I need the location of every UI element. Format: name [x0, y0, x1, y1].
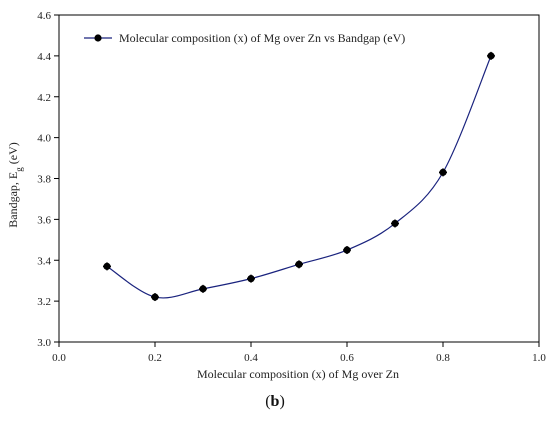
- plot-frame: [58, 14, 540, 343]
- legend: Molecular composition (x) of Mg over Zn …: [84, 31, 405, 45]
- y-tick-label: 3.6: [37, 214, 51, 226]
- y-tick-label: 3.4: [37, 255, 51, 267]
- y-tick-label: 4.0: [37, 133, 51, 145]
- x-tick-label: 0.0: [52, 352, 66, 364]
- y-axis-ticks: 3.0 3.2 3.4 3.6 3.8 4.0 4.2 4.4 4.6: [37, 10, 59, 349]
- plot-border: [58, 14, 540, 343]
- x-axis-title: Molecular composition (x) of Mg over Zn: [197, 367, 399, 381]
- x-tick-label: 0.4: [244, 352, 258, 364]
- x-axis-ticks: 0.0 0.2 0.4 0.6 0.8 1.0: [52, 342, 546, 364]
- y-tick-label: 3.8: [37, 174, 51, 186]
- y-axis-title-subscript: g: [14, 167, 24, 172]
- x-tick-label: 0.6: [340, 352, 354, 364]
- y-tick-label: 3.2: [37, 296, 51, 308]
- y-axis-title: Bandgap, Eg (eV): [6, 142, 24, 227]
- caption-open-paren: (: [265, 393, 271, 410]
- x-tick-label: 0.8: [436, 352, 450, 364]
- y-tick-label: 4.2: [37, 92, 51, 104]
- y-axis-title-unit: (eV): [6, 142, 20, 167]
- legend-marker: [94, 34, 102, 42]
- y-tick-label: 4.4: [37, 51, 51, 63]
- caption-close-paren: ): [279, 393, 285, 410]
- y-axis-title-main: Bandgap, E: [6, 172, 20, 228]
- caption-letter: b: [270, 393, 280, 410]
- series-layer: [103, 51, 495, 302]
- x-tick-label: 1.0: [532, 352, 546, 364]
- legend-label: Molecular composition (x) of Mg over Zn …: [119, 31, 405, 45]
- x-tick-label: 0.2: [148, 352, 162, 364]
- y-tick-label: 4.6: [37, 10, 51, 22]
- figure-caption: (b): [0, 393, 550, 411]
- y-tick-label: 3.0: [37, 337, 51, 349]
